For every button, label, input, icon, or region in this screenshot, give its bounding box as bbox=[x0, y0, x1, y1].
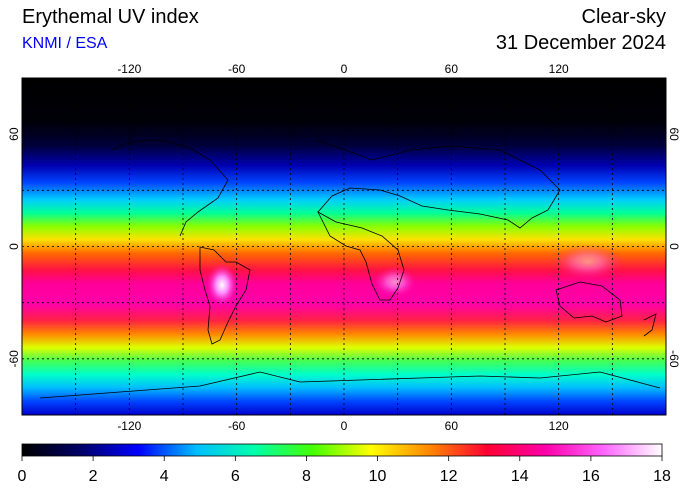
colorbar-label: 8 bbox=[302, 468, 311, 485]
lon-ticks-top: -120 -60 0 60 120 bbox=[117, 62, 569, 76]
lon-tick-label: -120 bbox=[117, 62, 141, 76]
colorbar-gradient bbox=[22, 444, 662, 456]
colorbar-label: 6 bbox=[231, 468, 240, 485]
colorbar-label: 2 bbox=[89, 468, 98, 485]
sky-mode-label: Clear-sky bbox=[581, 6, 666, 28]
coastlines bbox=[39, 139, 661, 399]
colorbar-label: 12 bbox=[440, 468, 458, 485]
colorbar-label: 14 bbox=[511, 468, 529, 485]
lon-tick-label: -120 bbox=[117, 419, 141, 433]
lon-tick-label: 0 bbox=[341, 62, 348, 76]
colorbar-label: 4 bbox=[160, 468, 169, 485]
lon-tick-label: 60 bbox=[445, 419, 459, 433]
lat-tick-label: -60 bbox=[7, 350, 21, 368]
lon-tick-label: -60 bbox=[228, 419, 246, 433]
lat-tick-label: 60 bbox=[7, 127, 21, 141]
lon-tick-label: 0 bbox=[341, 419, 348, 433]
lon-tick-label: -60 bbox=[228, 62, 246, 76]
colorbar-label: 18 bbox=[653, 468, 671, 485]
lat-ticks-left: 60 0 -60 bbox=[7, 127, 21, 367]
colorbar-label: 10 bbox=[369, 468, 387, 485]
colorbar-label: 16 bbox=[582, 468, 600, 485]
colorbar: 0 2 4 6 8 10 12 14 16 18 bbox=[18, 443, 671, 485]
date-label: 31 December 2024 bbox=[495, 32, 666, 54]
lon-ticks-bottom: -120 -60 0 60 120 bbox=[117, 419, 569, 433]
lat-tick-label-right: -60 bbox=[667, 350, 681, 368]
colorbar-labels: 0 2 4 6 8 10 12 14 16 18 bbox=[18, 456, 671, 485]
graticule bbox=[22, 78, 666, 415]
lon-tick-label: 60 bbox=[445, 62, 459, 76]
lon-tick-label: 120 bbox=[549, 419, 569, 433]
lat-ticks-right: 60 0 -60 bbox=[667, 127, 681, 367]
colorbar-label: 0 bbox=[18, 468, 27, 485]
chart-title: Erythemal UV index bbox=[22, 6, 199, 28]
lon-tick-label: 120 bbox=[549, 62, 569, 76]
lat-tick-label-right: 60 bbox=[667, 127, 681, 141]
source-label: KNMI / ESA bbox=[22, 35, 108, 52]
lat-tick-label: 0 bbox=[7, 243, 21, 250]
lat-tick-label-right: 0 bbox=[667, 243, 681, 250]
